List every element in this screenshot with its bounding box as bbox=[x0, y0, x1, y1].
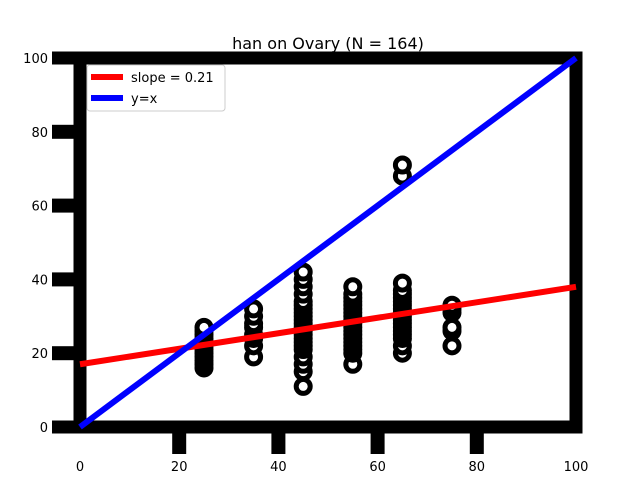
data-point bbox=[392, 273, 412, 293]
y-tick-mark bbox=[52, 346, 80, 361]
y-tick-label: 0 bbox=[40, 421, 48, 436]
legend-label: y=x bbox=[131, 92, 158, 107]
x-tick-mark bbox=[271, 427, 286, 454]
x-tick-mark bbox=[469, 427, 484, 454]
fit-line bbox=[79, 283, 577, 368]
y-tick-mark bbox=[52, 124, 80, 139]
x-tick-label: 60 bbox=[369, 460, 386, 475]
y-tick-label: 20 bbox=[31, 347, 48, 362]
y-tick-label: 80 bbox=[31, 126, 48, 141]
y-tick-label: 100 bbox=[23, 52, 48, 67]
data-point bbox=[442, 317, 462, 337]
x-tick-mark bbox=[370, 427, 385, 454]
x-axis-ticks: 0 20 40 60 80 100 bbox=[76, 427, 589, 475]
x-tick-mark bbox=[172, 427, 187, 454]
data-point bbox=[244, 299, 264, 319]
x-tick-label: 40 bbox=[270, 460, 287, 475]
x-tick-label: 0 bbox=[76, 460, 84, 475]
y-tick-mark bbox=[52, 198, 80, 213]
y-axis-ticks: 0 20 40 60 80 100 bbox=[23, 52, 80, 436]
data-point bbox=[343, 277, 363, 297]
legend: slope = 0.21 y=x bbox=[86, 64, 226, 112]
axes-frame bbox=[52, 51, 583, 434]
data-points bbox=[194, 155, 462, 396]
data-point bbox=[442, 336, 462, 356]
identity-line bbox=[78, 55, 578, 430]
chart-title: han on Ovary (N = 164) bbox=[232, 34, 424, 53]
x-tick-label: 100 bbox=[564, 460, 589, 475]
data-point bbox=[392, 155, 412, 175]
x-tick-label: 20 bbox=[171, 460, 188, 475]
legend-label: slope = 0.21 bbox=[131, 71, 214, 86]
trend-lines bbox=[78, 55, 578, 430]
y-tick-mark bbox=[52, 272, 80, 287]
y-tick-label: 40 bbox=[31, 273, 48, 288]
data-point bbox=[293, 376, 313, 396]
x-tick-label: 80 bbox=[469, 460, 486, 475]
y-tick-label: 60 bbox=[31, 200, 48, 215]
data-point bbox=[293, 262, 313, 282]
